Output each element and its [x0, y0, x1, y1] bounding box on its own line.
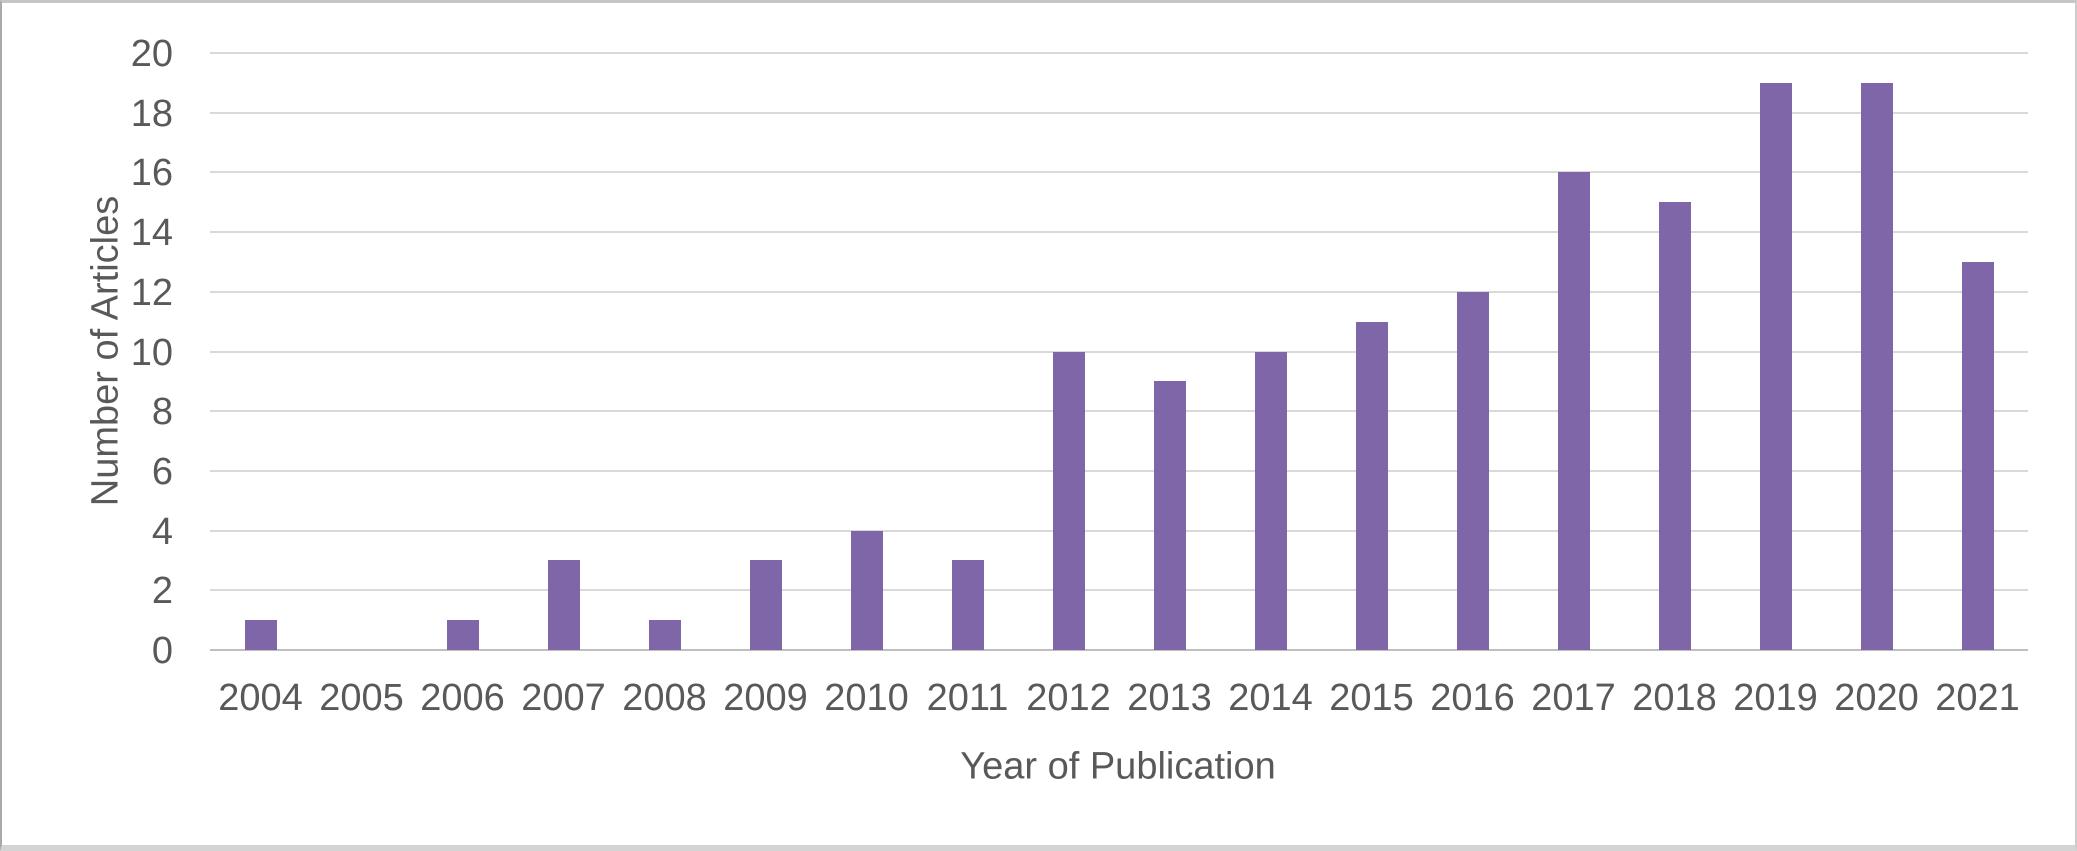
- bar-2011: [951, 560, 984, 650]
- x-tick-label: 2005: [319, 677, 404, 719]
- bar-2008: [648, 620, 681, 650]
- x-tick-label: 2017: [1531, 677, 1616, 719]
- bar-2007: [547, 560, 580, 650]
- bar-2021: [1961, 261, 1994, 650]
- x-tick-label: 2013: [1127, 677, 1212, 719]
- gridline: [210, 350, 2028, 353]
- gridline: [210, 290, 2028, 293]
- x-tick-labels: 2004 2005 2006 2007 2008 2009 2010 2011 2012 2013…: [210, 679, 2028, 723]
- gridline: [210, 52, 2028, 54]
- x-tick-label: 2018: [1632, 677, 1717, 719]
- bar-2020: [1860, 82, 1893, 650]
- gridline: [210, 529, 2028, 532]
- x-tick-label: 2016: [1430, 677, 1515, 719]
- x-tick-label: 2004: [218, 677, 303, 719]
- x-tick-label: 2006: [420, 677, 505, 719]
- x-tick-label: 2020: [1834, 677, 1919, 719]
- gridline: [210, 589, 2028, 592]
- gridline: [210, 410, 2028, 413]
- x-axis-line: [210, 649, 2028, 651]
- bar-2017: [1557, 172, 1590, 650]
- bar-2018: [1658, 202, 1691, 650]
- x-tick-label: 2008: [622, 677, 707, 719]
- bar-2010: [850, 530, 883, 650]
- bar-2012: [1052, 351, 1085, 650]
- x-tick-label: 2019: [1733, 677, 1818, 719]
- bar-2009: [749, 560, 782, 650]
- y-tick-labels: 0 2 4 6 8 10 12 14 16 18 20: [130, 33, 173, 672]
- x-tick-label: 2014: [1228, 677, 1313, 719]
- bar-2019: [1759, 82, 1792, 650]
- bar-2016: [1456, 291, 1489, 650]
- bar-2015: [1355, 321, 1388, 650]
- x-tick-label: 2015: [1329, 677, 1414, 719]
- gridline: [210, 171, 2028, 174]
- gridline: [210, 231, 2028, 234]
- bar-2013: [1153, 381, 1186, 650]
- bar-2014: [1254, 351, 1287, 650]
- x-tick-label: 2011: [926, 677, 1009, 719]
- x-tick-label: 2012: [1026, 677, 1111, 719]
- x-axis-title: Year of Publication: [960, 745, 1276, 788]
- x-tick-label: 2009: [723, 677, 808, 719]
- x-tick-label: 2021: [1935, 677, 2020, 719]
- x-tick-label: 2007: [521, 677, 606, 719]
- plot-area: [210, 52, 2028, 651]
- x-tick-label: 2010: [824, 677, 909, 719]
- gridline: [210, 111, 2028, 114]
- gridline: [210, 469, 2028, 472]
- bar-2004: [244, 620, 277, 650]
- bar-2006: [446, 620, 479, 650]
